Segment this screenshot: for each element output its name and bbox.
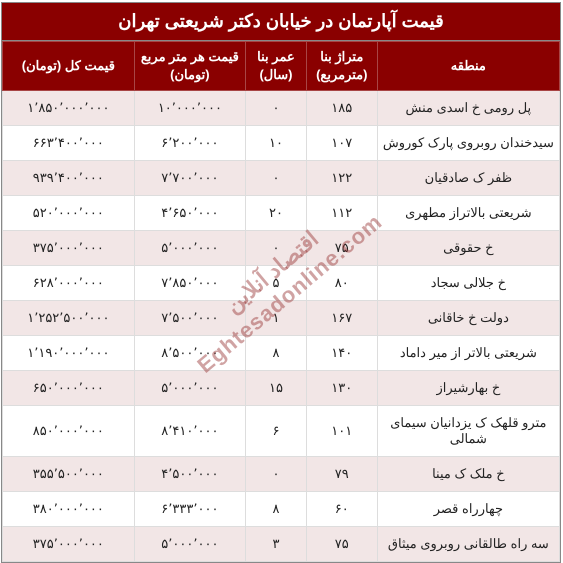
cell-age: ۵	[246, 266, 307, 301]
cell-area: ۱۰۱	[306, 406, 377, 457]
table-row: سه راه طالقانی روبروی میثاق۷۵۳۵٬۰۰۰٬۰۰۰۳…	[3, 527, 560, 562]
cell-total: ۳۵۵٬۵۰۰٬۰۰۰	[3, 457, 135, 492]
cell-region: خ جلالی سجاد	[377, 266, 559, 301]
table-row: مترو قلهک ک یزدانیان سیمای شمالی۱۰۱۶۸٬۴۱…	[3, 406, 560, 457]
table-row: خ ملک ک مینا۷۹۰۴٬۵۰۰٬۰۰۰۳۵۵٬۵۰۰٬۰۰۰	[3, 457, 560, 492]
price-table-container: قیمت آپارتمان در خیابان دکتر شریعتی تهرا…	[1, 2, 561, 563]
cell-age: ۰	[246, 231, 307, 266]
cell-ppm: ۵٬۰۰۰٬۰۰۰	[134, 371, 245, 406]
cell-area: ۱۸۵	[306, 91, 377, 126]
cell-age: ۱۵	[246, 371, 307, 406]
cell-region: خ ملک ک مینا	[377, 457, 559, 492]
cell-area: ۱۲۲	[306, 161, 377, 196]
cell-region: مترو قلهک ک یزدانیان سیمای شمالی	[377, 406, 559, 457]
cell-region: سیدخندان روبروی پارک کوروش	[377, 126, 559, 161]
cell-region: خ بهارشیراز	[377, 371, 559, 406]
table-row: شریعتی بالاتر از میر داماد۱۴۰۸۸٬۵۰۰٬۰۰۰۱…	[3, 336, 560, 371]
cell-region: چهارراه قصر	[377, 492, 559, 527]
table-row: ظفر ک صادقیان۱۲۲۰۷٬۷۰۰٬۰۰۰۹۳۹٬۴۰۰٬۰۰۰	[3, 161, 560, 196]
cell-age: ۸	[246, 492, 307, 527]
cell-total: ۹۳۹٬۴۰۰٬۰۰۰	[3, 161, 135, 196]
table-row: سیدخندان روبروی پارک کوروش۱۰۷۱۰۶٬۲۰۰٬۰۰۰…	[3, 126, 560, 161]
apartment-price-table: منطقه متراژ بنا (مترمربع) عمر بنا (سال) …	[2, 41, 560, 562]
cell-total: ۸۵۰٬۰۰۰٬۰۰۰	[3, 406, 135, 457]
cell-region: پل رومی خ اسدی منش	[377, 91, 559, 126]
cell-region: دولت خ خاقانی	[377, 301, 559, 336]
cell-area: ۷۵	[306, 527, 377, 562]
cell-ppm: ۷٬۸۵۰٬۰۰۰	[134, 266, 245, 301]
cell-area: ۱۴۰	[306, 336, 377, 371]
cell-area: ۱۰۷	[306, 126, 377, 161]
col-header-age: عمر بنا (سال)	[246, 42, 307, 91]
table-header-row: منطقه متراژ بنا (مترمربع) عمر بنا (سال) …	[3, 42, 560, 91]
table-row: خ بهارشیراز۱۳۰۱۵۵٬۰۰۰٬۰۰۰۶۵۰٬۰۰۰٬۰۰۰	[3, 371, 560, 406]
cell-ppm: ۷٬۷۰۰٬۰۰۰	[134, 161, 245, 196]
cell-area: ۷۹	[306, 457, 377, 492]
cell-area: ۶۰	[306, 492, 377, 527]
cell-ppm: ۵٬۰۰۰٬۰۰۰	[134, 231, 245, 266]
table-row: پل رومی خ اسدی منش۱۸۵۰۱۰٬۰۰۰٬۰۰۰۱٬۸۵۰٬۰۰…	[3, 91, 560, 126]
table-title: قیمت آپارتمان در خیابان دکتر شریعتی تهرا…	[2, 3, 560, 41]
col-header-total: قیمت کل (تومان)	[3, 42, 135, 91]
cell-area: ۱۶۷	[306, 301, 377, 336]
cell-ppm: ۶٬۳۳۳٬۰۰۰	[134, 492, 245, 527]
col-header-ppm: قیمت هر متر مربع (تومان)	[134, 42, 245, 91]
col-header-area: متراژ بنا (مترمربع)	[306, 42, 377, 91]
table-row: چهارراه قصر۶۰۸۶٬۳۳۳٬۰۰۰۳۸۰٬۰۰۰٬۰۰۰	[3, 492, 560, 527]
cell-total: ۱٬۱۹۰٬۰۰۰٬۰۰۰	[3, 336, 135, 371]
cell-total: ۳۷۵٬۰۰۰٬۰۰۰	[3, 527, 135, 562]
table-body: پل رومی خ اسدی منش۱۸۵۰۱۰٬۰۰۰٬۰۰۰۱٬۸۵۰٬۰۰…	[3, 91, 560, 562]
cell-age: ۱	[246, 301, 307, 336]
cell-area: ۷۵	[306, 231, 377, 266]
table-row: دولت خ خاقانی۱۶۷۱۷٬۵۰۰٬۰۰۰۱٬۲۵۲٬۵۰۰٬۰۰۰	[3, 301, 560, 336]
cell-age: ۲۰	[246, 196, 307, 231]
cell-total: ۱٬۸۵۰٬۰۰۰٬۰۰۰	[3, 91, 135, 126]
cell-ppm: ۸٬۴۱۰٬۰۰۰	[134, 406, 245, 457]
col-header-region: منطقه	[377, 42, 559, 91]
cell-ppm: ۴٬۶۵۰٬۰۰۰	[134, 196, 245, 231]
cell-region: شریعتی بالاتراز مطهری	[377, 196, 559, 231]
cell-age: ۶	[246, 406, 307, 457]
cell-region: سه راه طالقانی روبروی میثاق	[377, 527, 559, 562]
cell-area: ۸۰	[306, 266, 377, 301]
cell-age: ۱۰	[246, 126, 307, 161]
cell-total: ۳۸۰٬۰۰۰٬۰۰۰	[3, 492, 135, 527]
cell-region: خ حقوقی	[377, 231, 559, 266]
cell-ppm: ۴٬۵۰۰٬۰۰۰	[134, 457, 245, 492]
cell-age: ۰	[246, 161, 307, 196]
cell-ppm: ۸٬۵۰۰٬۰۰۰	[134, 336, 245, 371]
cell-ppm: ۱۰٬۰۰۰٬۰۰۰	[134, 91, 245, 126]
cell-age: ۰	[246, 91, 307, 126]
cell-total: ۶۶۳٬۴۰۰٬۰۰۰	[3, 126, 135, 161]
cell-age: ۸	[246, 336, 307, 371]
cell-ppm: ۶٬۲۰۰٬۰۰۰	[134, 126, 245, 161]
table-row: خ جلالی سجاد۸۰۵۷٬۸۵۰٬۰۰۰۶۲۸٬۰۰۰٬۰۰۰	[3, 266, 560, 301]
cell-total: ۵۲۰٬۰۰۰٬۰۰۰	[3, 196, 135, 231]
cell-ppm: ۵٬۰۰۰٬۰۰۰	[134, 527, 245, 562]
cell-total: ۶۲۸٬۰۰۰٬۰۰۰	[3, 266, 135, 301]
cell-area: ۱۱۲	[306, 196, 377, 231]
cell-area: ۱۳۰	[306, 371, 377, 406]
cell-total: ۱٬۲۵۲٬۵۰۰٬۰۰۰	[3, 301, 135, 336]
cell-age: ۳	[246, 527, 307, 562]
cell-total: ۶۵۰٬۰۰۰٬۰۰۰	[3, 371, 135, 406]
cell-region: شریعتی بالاتر از میر داماد	[377, 336, 559, 371]
cell-total: ۳۷۵٬۰۰۰٬۰۰۰	[3, 231, 135, 266]
table-row: شریعتی بالاتراز مطهری۱۱۲۲۰۴٬۶۵۰٬۰۰۰۵۲۰٬۰…	[3, 196, 560, 231]
cell-age: ۰	[246, 457, 307, 492]
table-row: خ حقوقی۷۵۰۵٬۰۰۰٬۰۰۰۳۷۵٬۰۰۰٬۰۰۰	[3, 231, 560, 266]
cell-ppm: ۷٬۵۰۰٬۰۰۰	[134, 301, 245, 336]
cell-region: ظفر ک صادقیان	[377, 161, 559, 196]
